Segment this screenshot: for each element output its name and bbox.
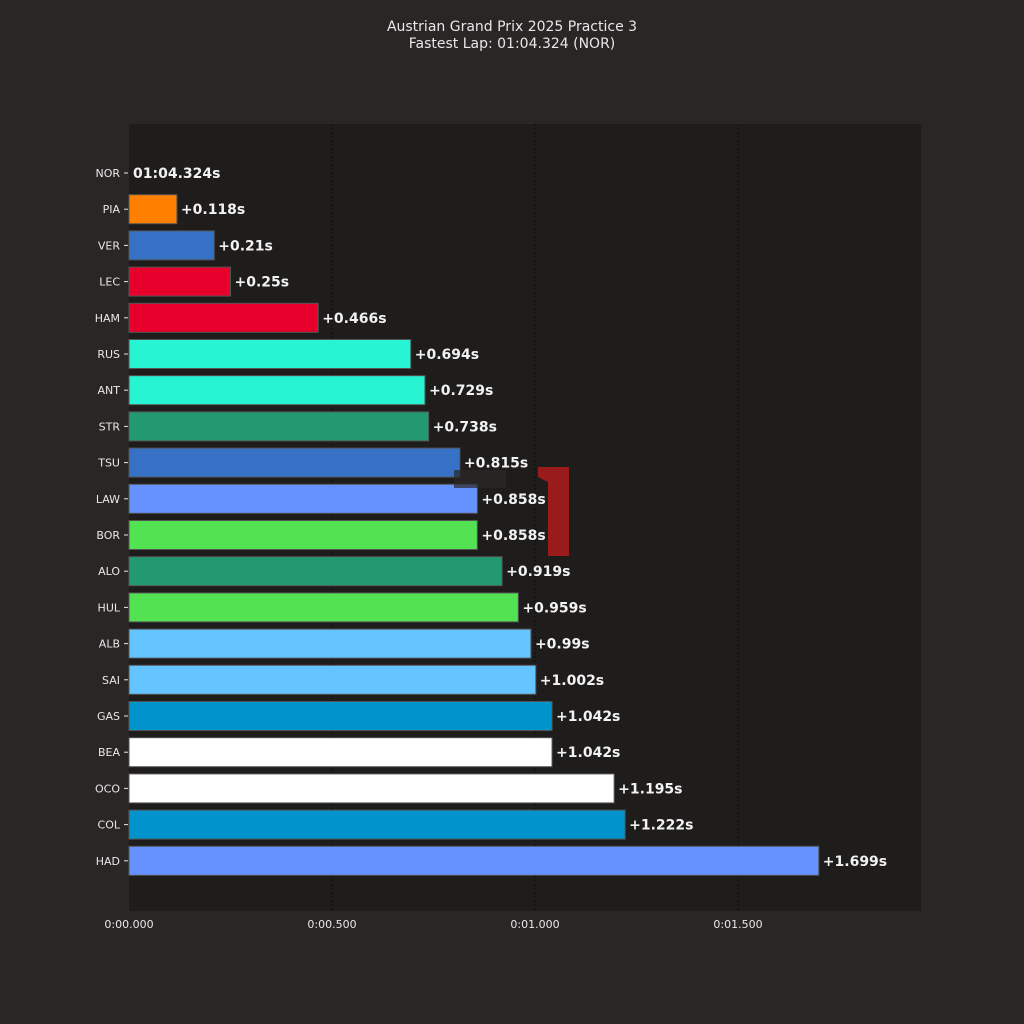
y-tick-label: NOR: [95, 167, 120, 180]
watermark-logo-shadow: [454, 470, 506, 488]
bar: [128, 230, 215, 261]
bar: [128, 628, 532, 659]
bar-value-label: +0.466s: [322, 311, 386, 327]
y-tick-label: HUL: [98, 601, 121, 614]
y-tick-label: PIA: [103, 203, 121, 216]
bar-value-label: +0.25s: [235, 275, 290, 291]
bar: [128, 556, 503, 587]
y-tick-label: ALB: [99, 638, 120, 651]
y-tick-label: HAD: [96, 855, 120, 868]
x-tick-label: 0:01.000: [510, 918, 559, 931]
bar-value-label: +1.195s: [618, 781, 682, 797]
x-gridlines: [331, 124, 739, 911]
y-tick-label: TSU: [97, 457, 120, 470]
bar-value-label: +0.738s: [433, 419, 497, 435]
bar-value-label: +0.21s: [218, 238, 273, 254]
bar: [128, 809, 626, 840]
bar-value-label: +1.222s: [629, 818, 693, 834]
chart-subtitle: Fastest Lap: 01:04.324 (NOR): [409, 36, 616, 52]
y-tick-label: GAS: [97, 710, 120, 723]
y-tick-label: OCO: [95, 782, 120, 795]
x-tick-label: 0:00.000: [104, 918, 153, 931]
y-tick-label: BOR: [96, 529, 120, 542]
bar: [128, 483, 478, 514]
bar: [128, 701, 553, 731]
bar-value-label: +0.729s: [429, 383, 493, 399]
bar: [128, 339, 412, 369]
y-tick-label: LEC: [99, 276, 120, 289]
watermark-logo-flag: [538, 467, 548, 482]
bar-value-label: +1.042s: [556, 709, 620, 725]
y-tick-label: SAI: [102, 674, 120, 687]
bar: [128, 447, 461, 478]
watermark-logo: [454, 467, 569, 556]
x-tick-label: 0:00.500: [307, 918, 356, 931]
y-tick-label: ANT: [98, 384, 121, 397]
bar: [128, 375, 426, 406]
bar: [128, 411, 430, 442]
y-tick-label: RUS: [97, 348, 120, 361]
y-axis-ticks: NOR PIA VER LEC HAM RUS ANT STR TSU LAW BOR ALO HUL A…: [95, 167, 128, 868]
bar-value-label: +0.99s: [535, 637, 590, 653]
y-tick-label: COL: [98, 819, 121, 832]
y-tick-label: HAM: [95, 312, 120, 325]
bar-value-label: +1.042s: [556, 745, 620, 761]
bar: [128, 302, 319, 333]
chart-title: Austrian Grand Prix 2025 Practice 3: [387, 19, 637, 35]
bar-value-label: +0.118s: [181, 202, 245, 218]
bar: [128, 773, 615, 804]
y-tick-label: STR: [99, 420, 121, 433]
watermark-logo-body: [548, 467, 569, 556]
y-tick-label: LAW: [96, 493, 120, 506]
bar: [128, 592, 519, 623]
bar-value-label: +0.858s: [481, 492, 545, 508]
bar-series: [128, 194, 820, 876]
bar: [128, 845, 820, 876]
bar: [128, 194, 178, 225]
bar: [128, 520, 478, 550]
bar-value-label: +1.699s: [823, 854, 887, 870]
bar-value-label: 01:04.324s: [133, 166, 220, 182]
x-tick-label: 0:01.500: [713, 918, 762, 931]
bar-value-label: +0.919s: [506, 564, 570, 580]
bar: [128, 664, 537, 695]
y-tick-label: VER: [98, 239, 120, 252]
x-axis-ticks: 0:00.000 0:00.500 0:01.000 0:01.500: [104, 918, 762, 931]
bar: [128, 266, 231, 297]
y-tick-label: ALO: [98, 565, 120, 578]
bar: [128, 737, 553, 768]
bar-value-label: +0.815s: [464, 456, 528, 472]
bar-value-label: +1.002s: [540, 673, 604, 689]
bar-value-label: +0.858s: [481, 528, 545, 544]
y-tick-label: BEA: [98, 746, 120, 759]
bar-value-label: +0.959s: [522, 600, 586, 616]
bar-labels: 01:04.324s +0.118s +0.21s +0.25s +0.466s +0.6…: [133, 166, 887, 870]
bar-value-label: +0.694s: [415, 347, 479, 363]
